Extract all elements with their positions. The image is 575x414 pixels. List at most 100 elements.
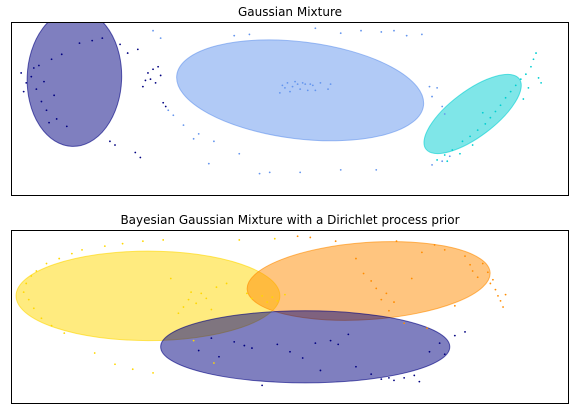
point-component-2 <box>388 309 390 312</box>
point-component-3 <box>261 384 263 387</box>
point-component-1 <box>213 362 215 364</box>
point-component-3 <box>446 160 449 163</box>
point-component-2 <box>441 160 444 163</box>
point-component-3 <box>301 357 304 359</box>
ellipse-component-1 <box>26 22 123 147</box>
point-component-1 <box>40 317 43 320</box>
point-component-3 <box>251 347 253 349</box>
point-component-1 <box>35 270 38 272</box>
point-component-1 <box>114 144 116 146</box>
point-component-2 <box>362 272 365 275</box>
point-component-1 <box>154 82 157 84</box>
point-component-3 <box>233 340 236 343</box>
point-component-2 <box>207 162 210 165</box>
point-component-1 <box>30 75 33 78</box>
point-component-1 <box>101 37 104 40</box>
point-component-2 <box>296 83 299 86</box>
point-component-3 <box>509 90 512 93</box>
point-component-1 <box>159 74 162 77</box>
point-component-1 <box>38 64 40 67</box>
point-component-3 <box>393 379 395 382</box>
point-component-1 <box>200 292 203 295</box>
ellipse-component-3 <box>160 310 451 384</box>
point-component-1 <box>190 291 192 294</box>
point-component-2 <box>172 114 175 117</box>
point-component-1 <box>70 252 73 255</box>
point-component-2 <box>309 83 312 86</box>
point-component-3 <box>243 344 246 347</box>
point-component-1 <box>25 282 28 285</box>
point-component-2 <box>403 322 406 325</box>
point-component-1 <box>205 297 208 300</box>
point-component-1 <box>134 151 137 154</box>
point-component-2 <box>441 105 444 108</box>
point-component-3 <box>438 342 441 344</box>
point-component-1 <box>121 242 124 245</box>
point-component-2 <box>248 33 251 36</box>
point-component-3 <box>388 377 390 379</box>
point-component-2 <box>428 85 431 88</box>
point-component-1 <box>30 275 33 277</box>
point-component-3 <box>530 65 532 68</box>
point-component-2 <box>433 244 436 246</box>
point-component-1 <box>58 257 61 260</box>
point-component-2 <box>420 33 423 36</box>
point-component-2 <box>492 278 494 281</box>
point-component-1 <box>141 85 144 88</box>
point-component-1 <box>55 118 58 120</box>
point-component-2 <box>319 82 322 84</box>
point-component-1 <box>149 78 152 81</box>
point-component-2 <box>258 172 261 175</box>
point-component-2 <box>213 140 215 143</box>
point-component-3 <box>527 86 530 89</box>
point-component-3 <box>289 350 291 353</box>
point-component-1 <box>48 121 50 124</box>
point-component-1 <box>141 240 144 243</box>
point-component-1 <box>63 332 66 335</box>
chart-title: Gaussian Mixture <box>237 5 343 19</box>
point-component-3 <box>319 369 322 372</box>
point-component-2 <box>471 270 474 272</box>
point-component-2 <box>431 95 433 98</box>
point-component-1 <box>164 105 167 108</box>
point-component-3 <box>443 154 446 156</box>
point-component-1 <box>192 339 195 342</box>
point-component-2 <box>443 113 446 115</box>
point-component-1 <box>238 239 241 241</box>
point-component-2 <box>294 80 296 83</box>
point-component-1 <box>152 372 154 374</box>
point-component-3 <box>329 339 332 342</box>
point-component-3 <box>355 365 357 368</box>
point-component-3 <box>337 343 340 346</box>
point-component-1 <box>22 90 25 93</box>
point-component-2 <box>327 88 329 91</box>
point-component-3 <box>464 331 466 333</box>
point-component-2 <box>393 29 395 32</box>
point-component-2 <box>268 171 271 174</box>
point-component-2 <box>339 169 342 171</box>
point-component-2 <box>167 109 170 112</box>
point-component-1 <box>162 101 165 104</box>
point-component-3 <box>451 149 454 151</box>
point-component-2 <box>159 37 162 40</box>
point-component-3 <box>484 123 487 125</box>
axes-frame <box>11 230 569 404</box>
point-component-1 <box>169 277 172 280</box>
point-component-3 <box>314 342 317 344</box>
point-component-2 <box>476 276 479 279</box>
point-component-3 <box>504 96 507 99</box>
point-component-2 <box>304 83 307 86</box>
point-component-3 <box>370 373 373 376</box>
point-component-2 <box>393 301 395 303</box>
point-component-2 <box>289 90 291 93</box>
point-component-1 <box>91 39 94 42</box>
point-component-2 <box>360 29 362 32</box>
point-component-2 <box>431 164 433 166</box>
point-component-2 <box>502 306 504 308</box>
point-component-3 <box>276 343 279 346</box>
point-component-2 <box>152 29 154 32</box>
point-component-3 <box>524 73 527 76</box>
point-component-1 <box>35 88 38 91</box>
point-component-2 <box>405 34 408 37</box>
point-component-2 <box>284 86 286 89</box>
